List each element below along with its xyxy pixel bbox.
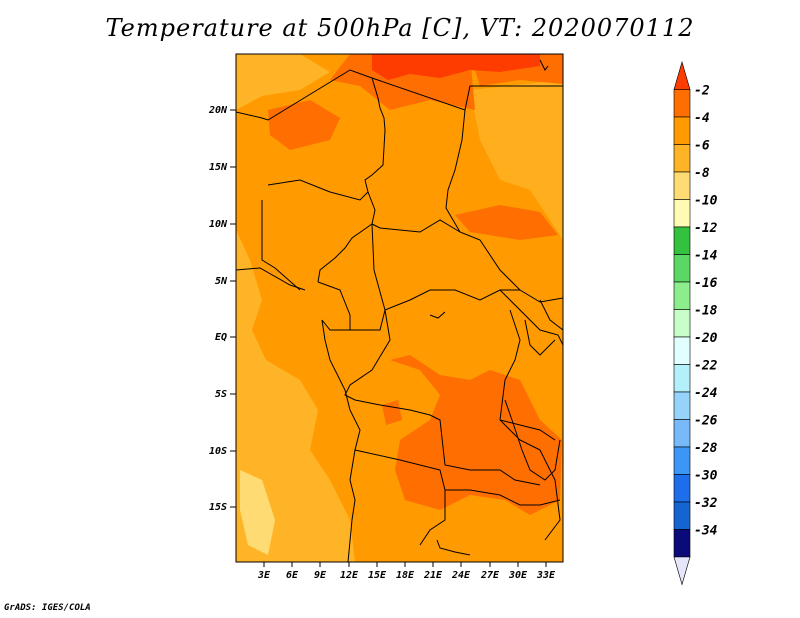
field-minus8-north — [236, 54, 330, 110]
border-zambia — [445, 489, 561, 506]
colorbar-swatch — [673, 144, 691, 173]
lon-label: 3E — [257, 570, 271, 581]
border-malawi — [539, 449, 561, 541]
colorbar-swatch — [673, 391, 691, 420]
colorbar-swatch — [673, 89, 691, 118]
colorbar-label: -22 — [694, 359, 718, 374]
lat-label: 10N — [209, 219, 228, 230]
colorbar-swatch — [673, 254, 691, 283]
grads-credit: GrADS: IGES/COLA — [4, 603, 91, 613]
colorbar-label: -28 — [694, 441, 718, 456]
colorbar-swatch — [673, 281, 691, 310]
colorbar-label: -6 — [694, 139, 710, 154]
colorbar-swatch — [673, 364, 691, 393]
colorbar-label: -20 — [694, 331, 718, 346]
colorbar-swatch — [673, 199, 691, 228]
border-sudan-south — [499, 289, 563, 346]
coastline-gabon — [321, 319, 351, 411]
colorbar-bottom-arrow — [673, 556, 691, 586]
lat-label: 10S — [209, 446, 227, 457]
temperature-field — [236, 54, 563, 562]
border-cameroon — [317, 281, 351, 331]
border-chad-car — [371, 219, 461, 233]
latitude-axis: 20N 15N 10N 5N EQ 5S 10S 15S — [208, 105, 236, 513]
colorbar-label: -14 — [694, 249, 718, 264]
border-west — [236, 69, 386, 283]
country-borders — [236, 59, 563, 562]
field-minus8-west — [236, 230, 355, 562]
river-segment — [429, 311, 446, 319]
colorbar-label: -8 — [694, 166, 710, 181]
lat-label: 20N — [208, 105, 228, 116]
lon-label: 6E — [286, 570, 299, 581]
lat-label: EQ — [215, 332, 227, 343]
lake-tanganyika — [504, 399, 561, 481]
lon-label: 15E — [368, 570, 387, 581]
lon-label: 30E — [508, 570, 528, 581]
field-minus8-east — [470, 80, 563, 240]
colorbar-swatch — [673, 501, 691, 530]
lon-label: 33E — [536, 570, 556, 581]
border-gabon — [350, 309, 386, 331]
field-minus4-south-central — [390, 355, 562, 515]
lon-label: 27E — [480, 570, 500, 581]
lat-label: 15N — [209, 162, 228, 173]
colorbar-label: -32 — [694, 496, 718, 511]
colorbar-swatch — [673, 419, 691, 448]
lon-label: 9E — [314, 570, 327, 581]
border-angola-coast — [347, 409, 361, 562]
colorbar-label: -26 — [694, 414, 718, 429]
lat-label: 5N — [215, 276, 228, 287]
coastline-west — [236, 267, 306, 291]
border-botswana — [436, 539, 471, 556]
field-minus4-sudan — [455, 205, 558, 240]
colorbar-swatch — [673, 446, 691, 475]
coastline-nile-delta — [539, 59, 549, 71]
colorbar-label: -16 — [694, 276, 718, 291]
border-tanzania — [499, 419, 556, 441]
lon-label: 24E — [451, 570, 471, 581]
map-title: Temperature at 500hPa [C], VT: 202007011… — [105, 14, 695, 42]
border-congo-drc — [344, 309, 541, 486]
lon-label: 21E — [423, 570, 443, 581]
colorbar-swatch — [673, 171, 691, 200]
border-uganda — [524, 319, 556, 356]
colorbar: -2 -4 -6 -8 -10 -12 -14 -16 -18 -20 -22 -24 -26 -28 -3… — [673, 60, 718, 586]
lon-label: 12E — [340, 570, 359, 581]
colorbar-swatch — [673, 336, 691, 365]
map-frame — [235, 53, 564, 563]
border-ethiopia — [539, 299, 563, 331]
colorbar-label: -4 — [694, 111, 710, 126]
colorbar-label: -30 — [694, 469, 718, 484]
field-minus10-southwest — [240, 470, 275, 555]
colorbar-label: -18 — [694, 304, 718, 319]
colorbar-top-arrow — [673, 60, 691, 90]
border-car — [371, 223, 520, 311]
colorbar-swatch — [673, 116, 691, 145]
field-minus2-northeast — [470, 54, 540, 72]
lat-label: 5S — [215, 389, 227, 400]
colorbar-swatch — [673, 226, 691, 255]
lon-label: 18E — [396, 570, 415, 581]
field-minus2-north — [372, 54, 470, 80]
colorbar-label: -10 — [694, 194, 718, 209]
colorbar-swatch — [673, 474, 691, 503]
colorbar-label: -34 — [694, 524, 718, 539]
border-nigeria-west — [261, 200, 301, 291]
field-minus4-sahara — [268, 100, 340, 150]
colorbar-swatch — [673, 529, 691, 558]
border-nigeria-north — [267, 179, 369, 201]
lat-label: 15S — [209, 502, 227, 513]
colorbar-label: -24 — [694, 386, 718, 401]
colorbar-label: -2 — [694, 84, 710, 99]
colorbar-label: -12 — [694, 221, 718, 236]
longitude-axis: 3E 6E 9E 12E 15E 18E 21E 24E 27E 30E 33E — [257, 562, 556, 581]
colorbar-swatch — [673, 309, 691, 338]
